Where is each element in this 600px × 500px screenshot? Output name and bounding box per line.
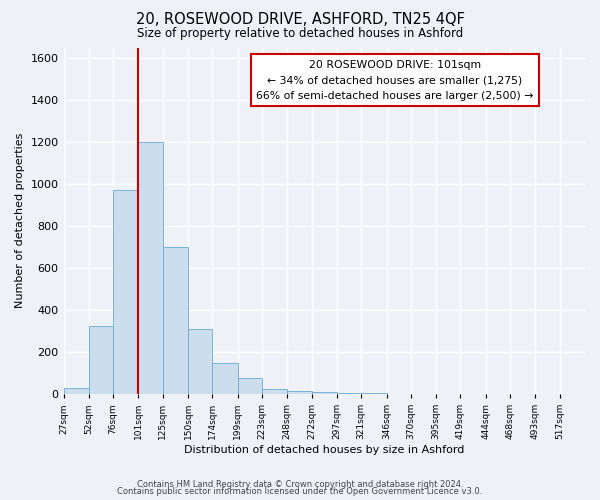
Bar — [64, 388, 89, 394]
Bar — [238, 378, 262, 394]
Bar — [163, 247, 188, 394]
Bar — [89, 326, 113, 394]
Bar — [188, 329, 212, 394]
Text: Contains public sector information licensed under the Open Government Licence v3: Contains public sector information licen… — [118, 487, 482, 496]
X-axis label: Distribution of detached houses by size in Ashford: Distribution of detached houses by size … — [184, 445, 464, 455]
Text: Contains HM Land Registry data © Crown copyright and database right 2024.: Contains HM Land Registry data © Crown c… — [137, 480, 463, 489]
Bar — [337, 393, 361, 394]
Bar — [113, 190, 139, 394]
Y-axis label: Number of detached properties: Number of detached properties — [15, 133, 25, 308]
Text: 20 ROSEWOOD DRIVE: 101sqm
← 34% of detached houses are smaller (1,275)
66% of se: 20 ROSEWOOD DRIVE: 101sqm ← 34% of detac… — [256, 60, 533, 101]
Bar — [287, 391, 311, 394]
Bar — [139, 142, 163, 394]
Bar — [311, 392, 337, 394]
Text: Size of property relative to detached houses in Ashford: Size of property relative to detached ho… — [137, 28, 463, 40]
Bar — [262, 389, 287, 394]
Text: 20, ROSEWOOD DRIVE, ASHFORD, TN25 4QF: 20, ROSEWOOD DRIVE, ASHFORD, TN25 4QF — [136, 12, 464, 28]
Bar — [212, 362, 238, 394]
